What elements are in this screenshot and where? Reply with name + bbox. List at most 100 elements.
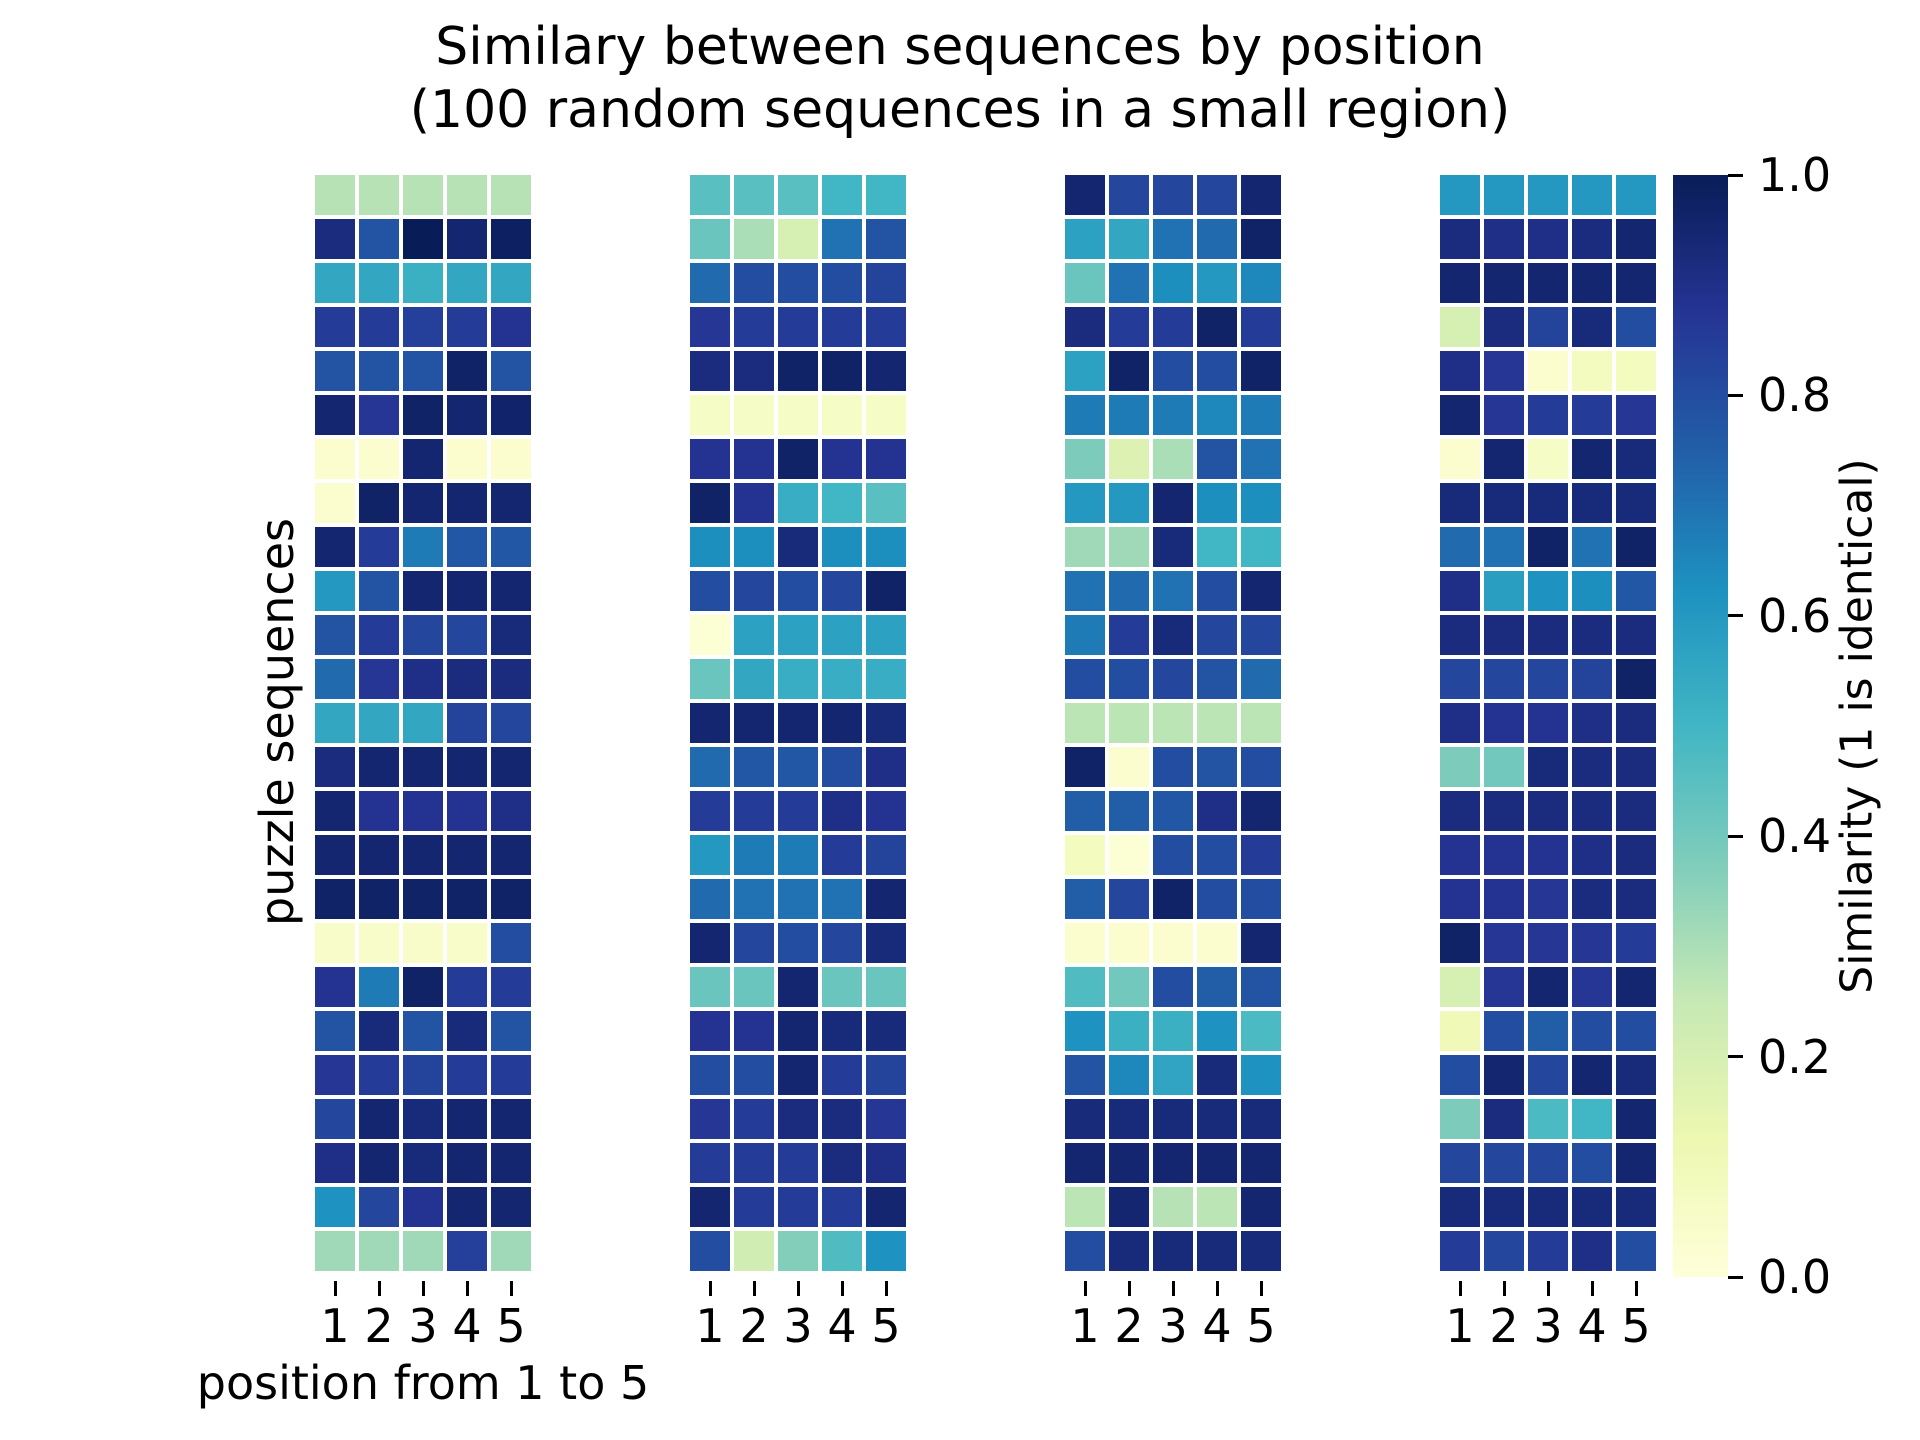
heatmap-cell [1197, 571, 1237, 611]
heatmap-cell [1197, 967, 1237, 1007]
heatmap-cell [447, 835, 487, 875]
heatmap-cell [491, 263, 531, 303]
colorbar-tick-mark [1728, 393, 1743, 397]
heatmap-cell [1109, 571, 1149, 611]
heatmap-cell [1616, 1055, 1656, 1095]
heatmap-cell [447, 175, 487, 215]
heatmap-cell [315, 835, 355, 875]
heatmap-cell [690, 703, 730, 743]
heatmap-cell [447, 1055, 487, 1095]
heatmap-cell [1153, 483, 1193, 523]
heatmap-cell [1616, 571, 1656, 611]
heatmap-cell [359, 1099, 399, 1139]
colorbar-tick-mark [1728, 173, 1743, 177]
heatmap-cell [1065, 1143, 1105, 1183]
x-tick-mark [708, 1281, 712, 1296]
heatmap-cell [778, 263, 818, 303]
heatmap-cell [1153, 923, 1193, 963]
heatmap-cell [1065, 879, 1105, 919]
heatmap-cell [734, 1143, 774, 1183]
heatmap-cell [734, 1011, 774, 1051]
heatmap-cell [1109, 1011, 1149, 1051]
heatmap-cell [822, 351, 862, 391]
heatmap-cell [1440, 835, 1480, 875]
x-tick-mark [1171, 1281, 1175, 1296]
heatmap-cell [1528, 175, 1568, 215]
heatmap-grid [690, 175, 906, 1271]
heatmap-cell [1109, 1187, 1149, 1227]
heatmap-cell [690, 1143, 730, 1183]
heatmap-cell [491, 1143, 531, 1183]
heatmap-cell [1065, 1011, 1105, 1051]
heatmap-cell [1572, 571, 1612, 611]
heatmap-cell [1153, 967, 1193, 1007]
heatmap-cell [1528, 1055, 1568, 1095]
heatmap-cell [866, 835, 906, 875]
heatmap-cell [1153, 1055, 1193, 1095]
heatmap-cell [315, 571, 355, 611]
heatmap-cell [491, 307, 531, 347]
heatmap-cell [1572, 439, 1612, 479]
heatmap-cell [1065, 703, 1105, 743]
heatmap-cell [1109, 1231, 1149, 1271]
heatmap-cell [447, 967, 487, 1007]
heatmap-cell [1197, 1231, 1237, 1271]
heatmap-cell [778, 879, 818, 919]
heatmap-cell [359, 791, 399, 831]
heatmap-cell [778, 1143, 818, 1183]
heatmap-cell [866, 791, 906, 831]
heatmap-cell [822, 1055, 862, 1095]
x-axis-label: position from 1 to 5 [196, 1356, 650, 1410]
heatmap-cell [778, 483, 818, 523]
heatmap-cell [1197, 1011, 1237, 1051]
heatmap-cell [315, 967, 355, 1007]
heatmap-cell [1109, 615, 1149, 655]
heatmap-cell [1484, 307, 1524, 347]
heatmap-cell [403, 483, 443, 523]
x-tick-mark [752, 1281, 756, 1296]
heatmap-cell [866, 527, 906, 567]
heatmap-cell [822, 703, 862, 743]
heatmap-cell [359, 747, 399, 787]
heatmap-cell [1065, 527, 1105, 567]
heatmap-cell [315, 1055, 355, 1095]
heatmap-cell [447, 923, 487, 963]
heatmap-cell [359, 703, 399, 743]
x-tick-mark [1546, 1281, 1550, 1296]
heatmap-cell [403, 835, 443, 875]
x-tick-label: 4 [827, 1299, 857, 1353]
heatmap-cell [447, 659, 487, 699]
heatmap-cell [447, 703, 487, 743]
heatmap-cell [822, 1231, 862, 1271]
heatmap-cell [1197, 879, 1237, 919]
heatmap-cell [1440, 967, 1480, 1007]
heatmap-cell [315, 1011, 355, 1051]
heatmap-cell [1528, 967, 1568, 1007]
heatmap-cell [447, 879, 487, 919]
heatmap-cell [866, 967, 906, 1007]
heatmap-cell [359, 1187, 399, 1227]
heatmap-cell [1241, 615, 1281, 655]
heatmap-cell [866, 1231, 906, 1271]
heatmap-cell [866, 923, 906, 963]
colorbar-tick-mark [1728, 834, 1743, 838]
heatmap-cell [1484, 967, 1524, 1007]
heatmap-cell [1109, 219, 1149, 259]
heatmap-cell [1153, 659, 1193, 699]
heatmap-cell [690, 1011, 730, 1051]
heatmap-cell [315, 1143, 355, 1183]
heatmap-cell [1440, 571, 1480, 611]
heatmap-cell [1572, 1143, 1612, 1183]
heatmap-cell [1528, 527, 1568, 567]
heatmap-cell [1109, 527, 1149, 567]
heatmap-cell [1572, 747, 1612, 787]
heatmap-cell [1440, 263, 1480, 303]
heatmap-cell [866, 395, 906, 435]
heatmap-cell [315, 263, 355, 303]
heatmap-cell [359, 835, 399, 875]
heatmap-cell [315, 659, 355, 699]
heatmap-cell [315, 791, 355, 831]
heatmap-cell [1197, 351, 1237, 391]
heatmap-cell [491, 747, 531, 787]
